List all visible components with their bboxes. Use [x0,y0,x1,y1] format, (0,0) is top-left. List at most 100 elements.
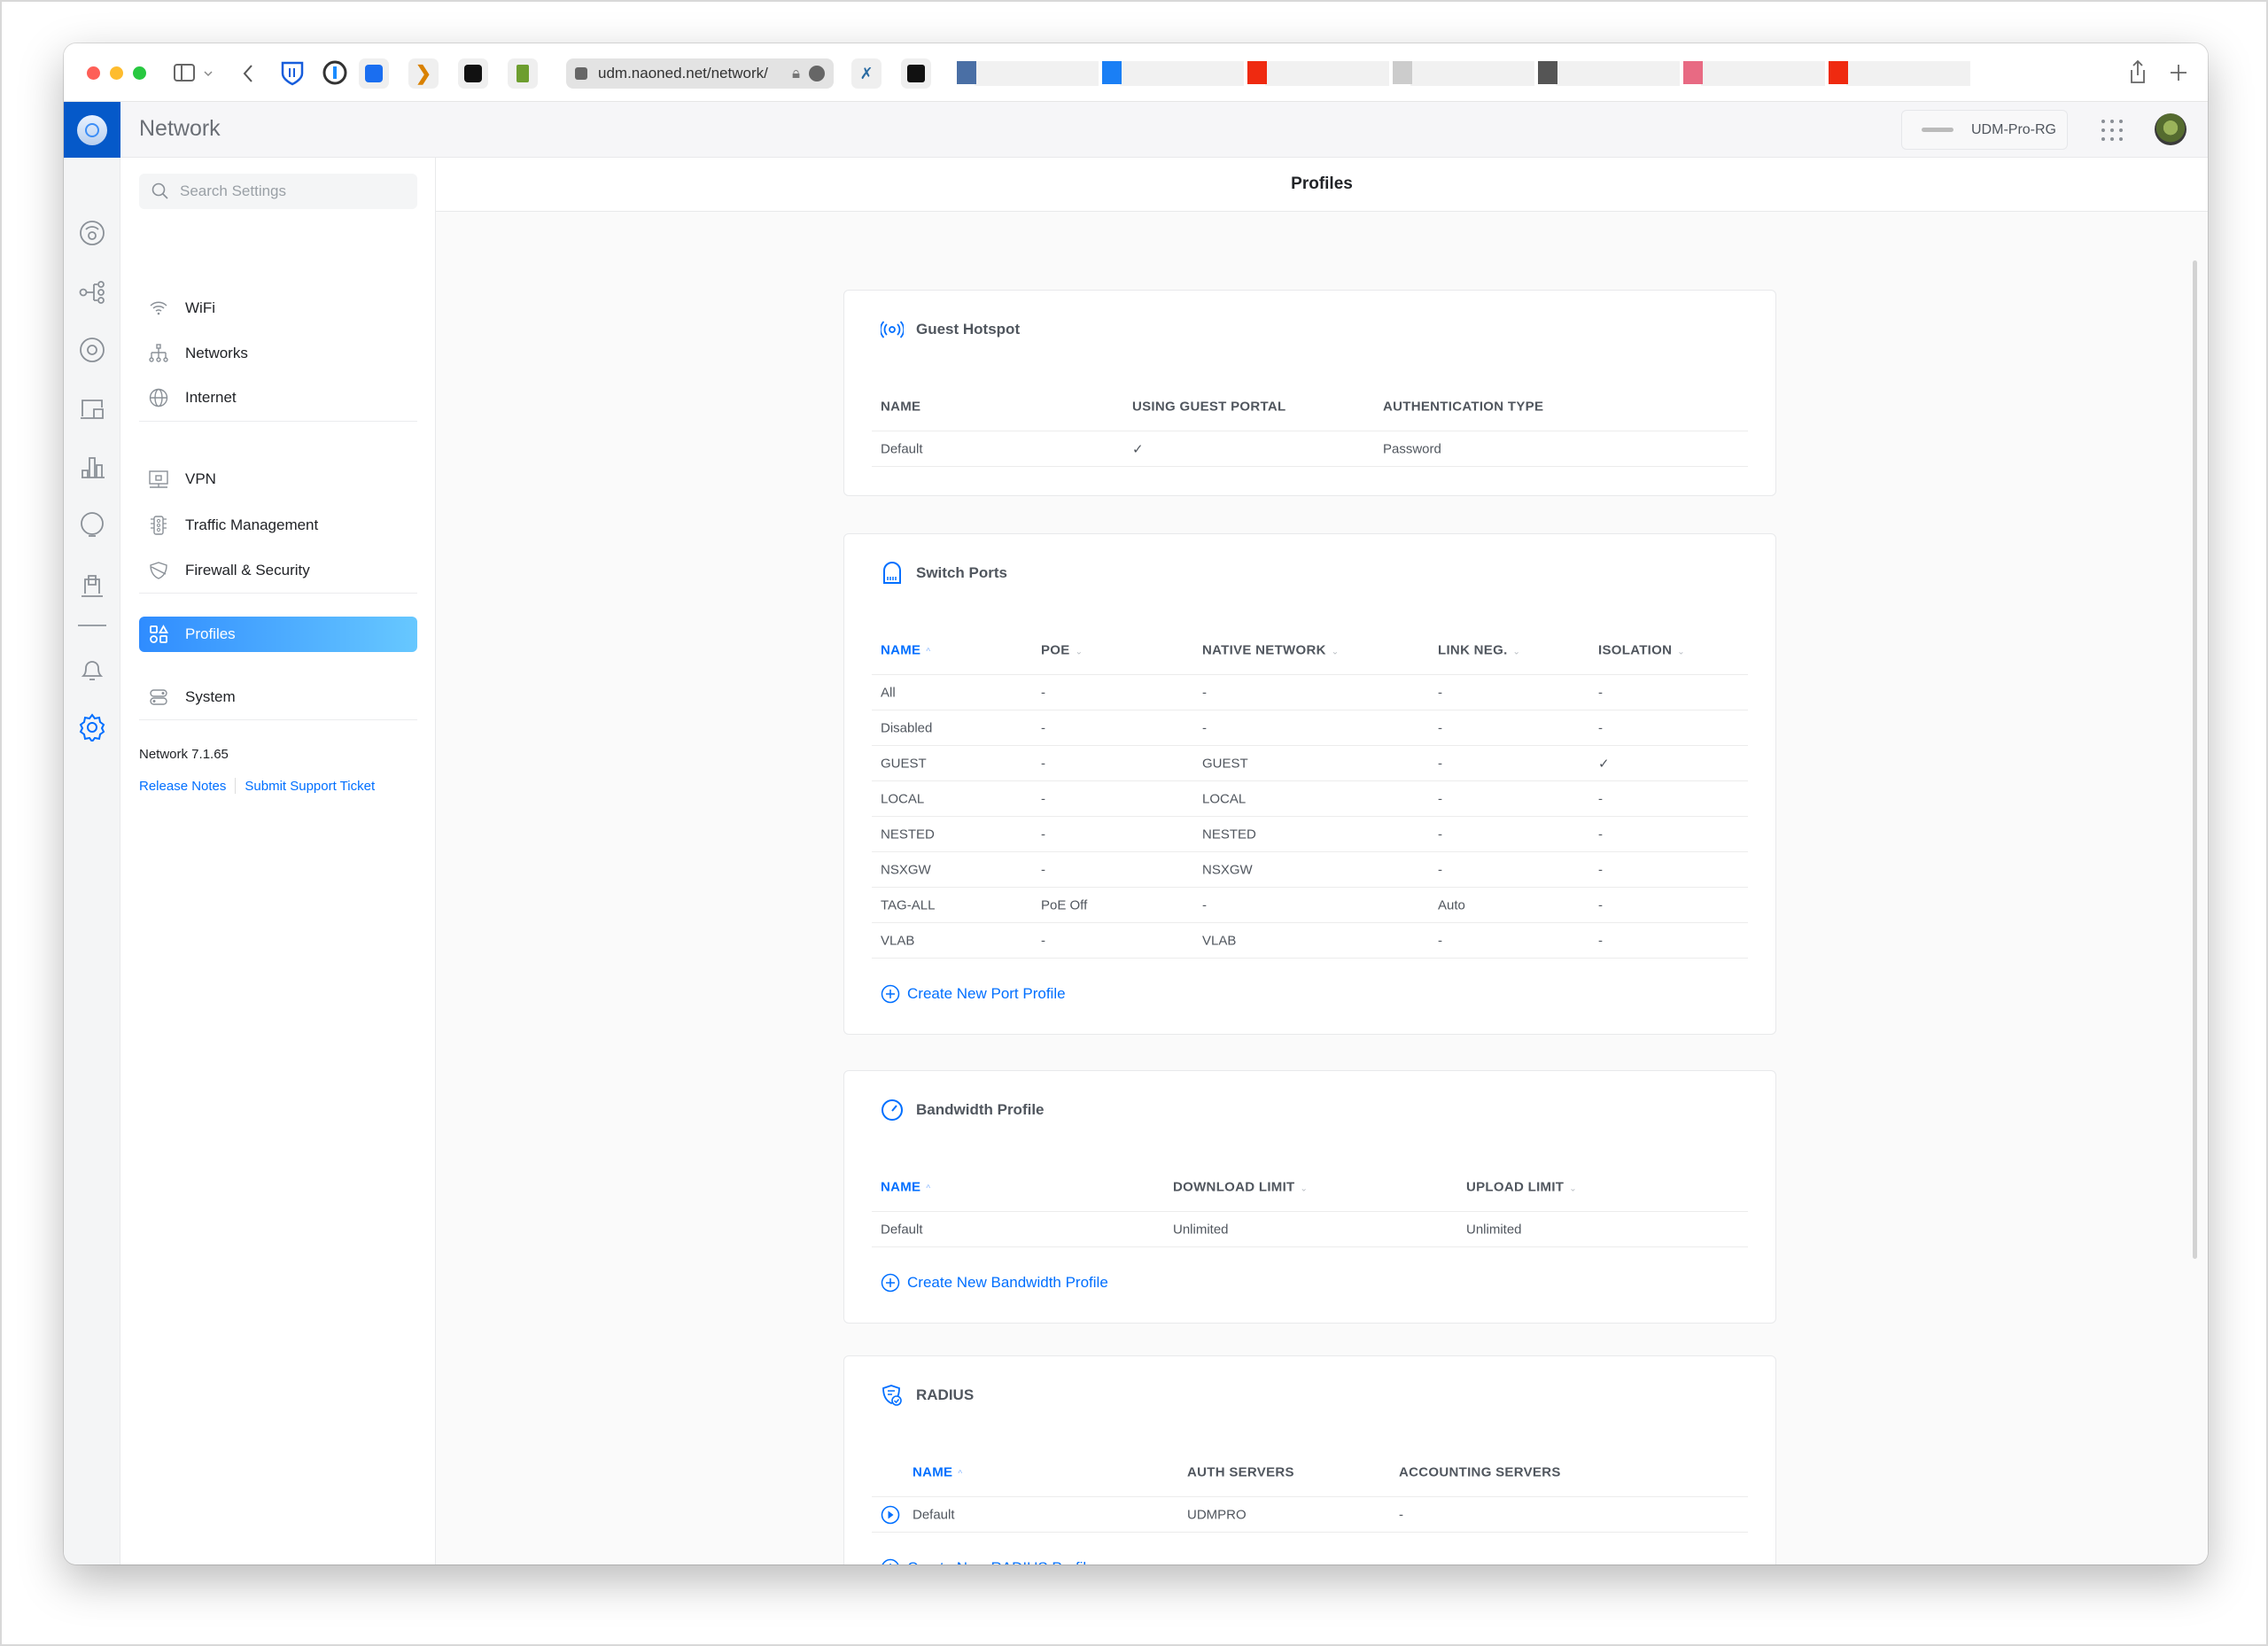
column-header-upload-limit[interactable]: UPLOAD LIMIT ⌄ [1466,1180,1577,1195]
create-profile-button[interactable]: Create New RADIUS Profile [872,1550,1748,1564]
card-title-text: Switch Ports [916,564,1007,581]
device-selector[interactable]: UDM-Pro-RG [1901,110,2068,150]
table-row[interactable]: NESTED - NESTED - - [872,817,1748,852]
table-row[interactable]: LOCAL - LOCAL - - [872,781,1748,817]
sidebar-item-traffic-management[interactable]: Traffic Management [139,508,417,543]
search-settings-input[interactable]: Search Settings [139,174,417,209]
dashboard-icon[interactable] [78,219,106,247]
column-header-isolation[interactable]: ISOLATION ⌄ [1598,643,1685,658]
browser-tab[interactable] [975,61,1099,86]
extension-button[interactable] [508,58,538,89]
browser-tab[interactable] [1120,61,1244,86]
expand-row-icon[interactable] [881,1505,900,1525]
table-row[interactable]: Default Unlimited Unlimited [872,1212,1748,1247]
table-row[interactable]: Disabled - - - - [872,710,1748,746]
table-row[interactable]: TAG-ALL PoE Off - Auto - [872,888,1748,923]
column-header-poe[interactable]: POE ⌄ [1041,643,1083,658]
table-cell: Default [913,1507,955,1522]
sidebar-divider [139,593,417,594]
sidebar-item-firewall-security[interactable]: Firewall & Security [139,553,417,588]
clients-icon[interactable] [78,395,106,423]
table-row[interactable]: Default UDMPRO - [872,1497,1748,1533]
release-notes-link[interactable]: Release Notes [139,778,227,794]
statistics-icon[interactable] [78,453,106,481]
browser-tab[interactable] [1265,61,1389,86]
browser-tab[interactable] [1556,61,1680,86]
column-header-link-neg[interactable]: LINK NEG. ⌄ [1438,643,1520,658]
table-row[interactable]: Default ✓ Password [872,431,1748,467]
tab-favicon-icon [1102,61,1122,84]
back-icon[interactable] [241,63,255,84]
address-bar[interactable]: udm.naoned.net/network/ 🔒︎ [566,58,834,89]
settings-sidebar: Search Settings WiFi Networks Internet VPN T… [120,158,436,1564]
extension-button[interactable]: ✗ [851,58,882,89]
column-header-authentication-type: AUTHENTICATION TYPE [1383,400,1543,415]
minimize-window-button[interactable] [110,66,123,80]
onepassword-extension-icon[interactable] [322,60,347,85]
sidebar-item-profiles[interactable]: Profiles [139,617,417,652]
column-header-download-limit[interactable]: DOWNLOAD LIMIT ⌄ [1173,1180,1308,1195]
bitwarden-extension-icon[interactable] [280,60,305,87]
devices-icon[interactable] [78,336,106,364]
table-cell: Default [881,441,923,456]
sidebar-toggle-icon[interactable] [174,63,216,84]
settings-icon[interactable] [78,713,106,741]
card-title: Bandwidth Profile [872,1098,1748,1122]
scrollbar[interactable] [2193,260,2197,1259]
sidebar-item-system[interactable]: System [139,679,417,715]
sidebar-item-internet[interactable]: Internet [139,380,417,415]
avatar[interactable] [2155,113,2186,145]
extension-button[interactable] [359,58,389,89]
tab-favicon-icon [1683,61,1703,84]
table-cell: - [1041,756,1045,771]
extension-button[interactable] [458,58,488,89]
app-launcher-icon[interactable] [2101,120,2123,141]
browser-tab[interactable] [1846,61,1970,86]
column-header-name[interactable]: NAME ^ [881,1180,930,1195]
sidebar-item-wifi[interactable]: WiFi [139,291,417,326]
column-header-name[interactable]: NAME ^ [913,1465,962,1480]
new-tab-icon[interactable] [2169,63,2188,82]
table-cell: All [881,685,896,700]
close-window-button[interactable] [87,66,100,80]
table-row[interactable]: All - - - - [872,675,1748,710]
extension-button[interactable]: ❯ [408,58,439,89]
ports-icon[interactable] [78,571,106,599]
table-cell: NESTED [881,827,935,842]
bandwidth-profile-card: Bandwidth Profile NAME ^ DOWNLOAD LIMIT ⌄ UPL… [843,1070,1776,1324]
zoom-window-button[interactable] [133,66,146,80]
sort-icon: ⌄ [1300,1184,1309,1194]
table-cell: - [1438,720,1442,735]
sidebar-item-label: Internet [185,389,237,406]
column-header-name[interactable]: NAME ^ [881,643,930,658]
insights-icon[interactable] [78,511,106,540]
more-icon[interactable] [809,66,825,82]
radius-card: RADIUS NAME ^ AUTH SERVERS ACCOUNTING SERVER… [843,1355,1776,1564]
traffic-light-icon [151,516,167,535]
table-cell: LOCAL [881,791,925,806]
card-title: RADIUS [872,1383,1748,1408]
support-ticket-link[interactable]: Submit Support Ticket [245,778,376,794]
create-profile-button[interactable]: Create New Bandwidth Profile [872,1265,1748,1300]
sidebar-item-networks[interactable]: Networks [139,336,417,371]
extension-button[interactable] [901,58,931,89]
radius-shield-icon [882,1385,902,1406]
share-icon[interactable] [2128,59,2148,86]
tab-favicon-icon [1393,61,1412,84]
sidebar-item-vpn[interactable]: VPN [139,462,417,497]
topology-icon[interactable] [78,278,106,307]
table-row[interactable]: NSXGW - NSXGW - - [872,852,1748,888]
table-row[interactable]: VLAB - VLAB - - [872,923,1748,959]
table-row[interactable]: GUEST - GUEST - ✓ [872,746,1748,781]
table-cell: - [1598,685,1603,700]
plus-circle-icon [882,1558,899,1564]
browser-tab[interactable] [1410,61,1534,86]
notifications-icon[interactable] [78,656,106,684]
sidebar-item-label: System [185,688,236,705]
column-header-native-network[interactable]: NATIVE NETWORK ⌄ [1202,643,1339,658]
table-cell: - [1438,791,1442,806]
unifi-logo[interactable] [64,102,120,158]
create-profile-button[interactable]: Create New Port Profile [872,976,1748,1012]
browser-tab[interactable] [1701,61,1825,86]
